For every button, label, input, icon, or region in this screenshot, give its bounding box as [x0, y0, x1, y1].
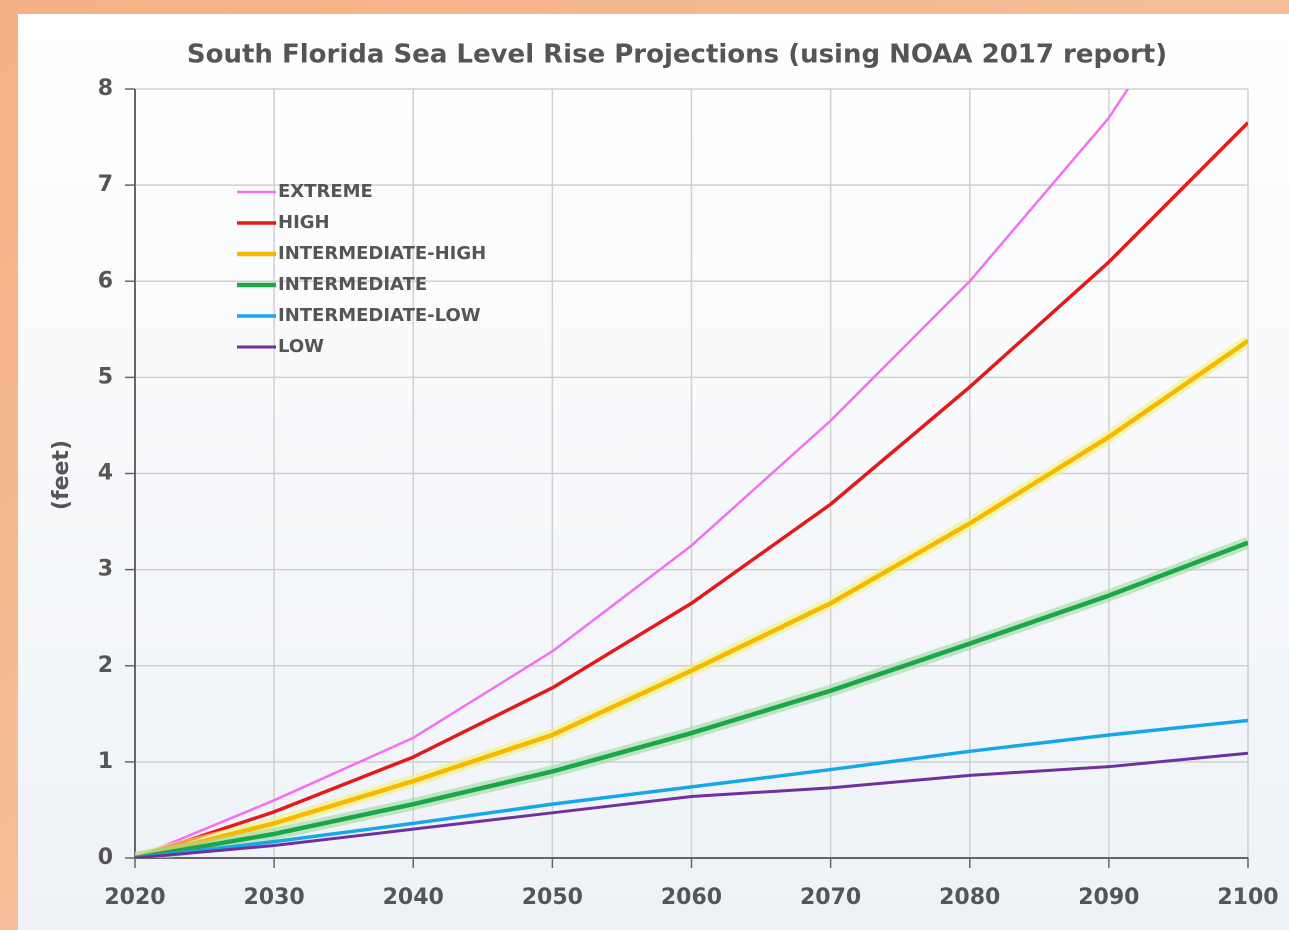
x-tick-label: 2060: [661, 885, 722, 910]
y-tick-label: 0: [98, 845, 113, 870]
y-tick-label: 4: [98, 461, 113, 486]
x-tick-label: 2090: [1078, 885, 1139, 910]
line: [135, 718, 1248, 858]
y-tick-label: 2: [98, 653, 113, 678]
plot-area: [135, 89, 1248, 858]
legend-label: INTERMEDIATE: [278, 274, 427, 295]
y-tick-label: 7: [98, 172, 113, 197]
x-tick-label: 2080: [939, 885, 1000, 910]
legend-label: HIGH: [278, 212, 330, 233]
line: [135, 751, 1248, 858]
legend-label: INTERMEDIATE-HIGH: [278, 243, 486, 264]
y-tick-label: 6: [98, 268, 113, 293]
line: [135, 121, 1248, 858]
legend-label: EXTREME: [278, 181, 373, 202]
x-tick-label: 2070: [800, 885, 861, 910]
legend-label: INTERMEDIATE-LOW: [278, 305, 481, 326]
y-axis-label: (feet): [49, 440, 74, 510]
line: [135, 89, 1130, 858]
y-tick-label: 3: [98, 557, 113, 582]
line: [135, 338, 1248, 858]
x-tick-label: 2040: [383, 885, 444, 910]
y-tick-label: 8: [98, 76, 113, 101]
line: [135, 540, 1248, 858]
x-tick-label: 2030: [244, 885, 305, 910]
chart-title: South Florida Sea Level Rise Projections…: [187, 40, 1167, 70]
x-tick-label: 2050: [522, 885, 583, 910]
y-tick-label: 1: [98, 749, 113, 774]
y-tick-label: 5: [98, 364, 113, 389]
legend-label: LOW: [278, 336, 324, 357]
panel: [18, 14, 1289, 930]
x-tick-label: 2100: [1217, 885, 1278, 910]
x-tick-label: 2020: [104, 885, 165, 910]
